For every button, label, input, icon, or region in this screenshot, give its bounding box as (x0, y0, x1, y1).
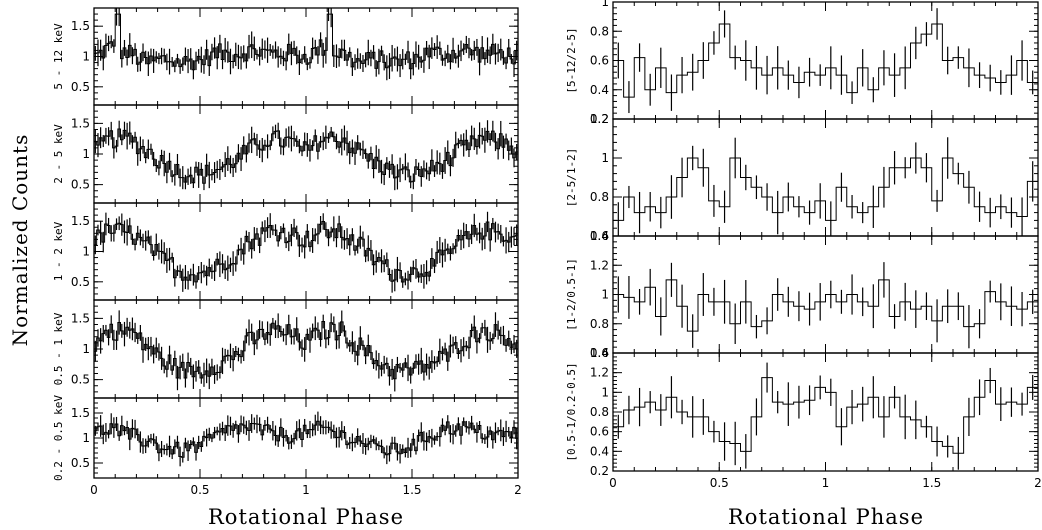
right-x-axis-label: Rotational Phase (728, 505, 924, 529)
y-tick-label: 1 (601, 0, 609, 9)
data-series-step (94, 221, 518, 283)
y-tick-label: 1.5 (71, 116, 90, 130)
y-tick-label: 0.4 (590, 444, 609, 458)
data-series-step (613, 157, 1038, 221)
x-tick-label: 1 (302, 483, 310, 497)
panel-0-5-1-kev: 0.5 1 1.5 0.5 - 1 keV (52, 299, 519, 399)
y-tick-label: 0.8 (590, 24, 609, 38)
y-tick-label: 0.8 (590, 190, 609, 204)
y-tick-label: 0.6 (590, 229, 609, 243)
y-tick-label: 1.5 (71, 19, 90, 33)
x-tick-label: 0.5 (710, 476, 729, 490)
panel-y-label: [1-2/0.5-1] (565, 258, 578, 331)
data-series-step (94, 128, 518, 184)
panel-2-5-1-2: 0.6 0.8 1 1.2 [2-5/1-2] (565, 112, 1039, 243)
y-tick-label: 1.5 (71, 311, 90, 325)
y-tick-label: 1 (601, 288, 609, 302)
y-tick-label: 0.6 (590, 346, 609, 360)
panel-y-label: 0.2 - 0.5 keV (52, 395, 65, 481)
panel-0-2-0-5-kev: 0.511.50 0.5 1 1.5 20.2 - 0.5 keV (52, 395, 522, 497)
x-tick-label: 2 (514, 483, 522, 497)
x-tick-label: 1.5 (402, 483, 421, 497)
x-tick-label: 0 (609, 476, 617, 490)
y-tick-label: 1.4 (590, 346, 609, 360)
data-series-step (613, 279, 1038, 332)
panel-y-label: [5-12/2-5] (565, 27, 578, 93)
y-tick-label: 1 (601, 151, 609, 165)
y-tick-label: 0.8 (590, 405, 609, 419)
y-tick-label: 0.2 (590, 464, 609, 478)
y-tick-label: 0.5 (71, 178, 90, 192)
panel-y-label: 2 - 5 keV (52, 124, 65, 184)
y-tick-label: 0.5 (71, 275, 90, 289)
panel-frame (612, 1, 1039, 120)
panel-y-label: [2-5/1-2] (565, 148, 578, 208)
y-tick-label: 1.2 (590, 366, 609, 380)
x-tick-label: 1 (822, 476, 830, 490)
data-series-step (94, 420, 518, 458)
right-panel-stack: 0.2 0.4 0.6 0.8 1 [5-12/2-5] 0.6 0.8 1 1.2 [2-5/1-… (565, 0, 1042, 490)
y-tick-label: 0.5 (71, 373, 90, 387)
y-tick-label: 1 (601, 385, 609, 399)
panel-frame (93, 397, 519, 479)
panel-1-2-0-5-1: 0.6 0.8 1 1.2 1.4 [1-2/0.5-1] (565, 229, 1039, 360)
y-tick-label: 1 (82, 431, 90, 445)
panel-y-label: 0.5 - 1 keV (52, 312, 65, 385)
panel-2-5-kev: 0.5 1 1.5 2 - 5 keV (52, 104, 519, 204)
y-tick-label: 1 (82, 245, 90, 259)
y-tick-label: 1 (82, 342, 90, 356)
y-tick-label: 0.6 (590, 54, 609, 68)
left-x-axis-label: Rotational Phase (208, 505, 404, 529)
data-series-step (613, 377, 1038, 454)
y-tick-label: 0.4 (590, 83, 609, 97)
data-series-step (613, 23, 1038, 98)
left-y-axis-label: Normalized Counts (8, 134, 32, 347)
panel-y-label: 1 - 2 keV (52, 221, 65, 281)
panel-1-2-kev: 0.5 1 1.5 1 - 2 keV (52, 202, 519, 301)
panel-5-12-2-5: 0.2 0.4 0.6 0.8 1 [5-12/2-5] (565, 0, 1039, 126)
y-tick-label: 0.8 (590, 317, 609, 331)
y-tick-label: 0.6 (590, 425, 609, 439)
panel-0-5-1-0-2-0-5: 0.2 0.4 0.6 0.8 1 1.2 1.4 0 0.5 1 1.5 2 [0.5-1/0.2-0… (565, 346, 1042, 490)
y-tick-label: 1.5 (71, 214, 90, 228)
data-series-step (94, 13, 518, 71)
y-tick-label: 1.2 (590, 258, 609, 272)
panel-y-label: [0.5-1/0.2-0.5] (565, 362, 578, 461)
x-tick-label: 0.5 (190, 483, 209, 497)
y-tick-label: 0.5 (71, 80, 90, 94)
data-series-step (94, 321, 518, 380)
left-panel-stack: 0.5 1 1.5 5 - 12 keV 0.5 1 1.5 2 - 5 keV 0.5 1 1.5… (52, 7, 522, 497)
y-tick-label: 0.5 (71, 456, 90, 470)
panel-5-12-kev: 0.5 1 1.5 5 - 12 keV (52, 7, 519, 106)
y-tick-label: 1 (82, 147, 90, 161)
y-tick-label: 0.2 (590, 112, 609, 126)
y-tick-label: 1 (82, 50, 90, 64)
x-tick-label: 1.5 (922, 476, 941, 490)
x-tick-label: 0 (90, 483, 98, 497)
panel-y-label: 5 - 12 keV (52, 23, 65, 90)
y-tick-label: 1.4 (590, 229, 609, 243)
y-tick-label: 1.2 (590, 112, 609, 126)
y-tick-label: 1.5 (71, 406, 90, 420)
x-tick-label: 2 (1034, 476, 1042, 490)
